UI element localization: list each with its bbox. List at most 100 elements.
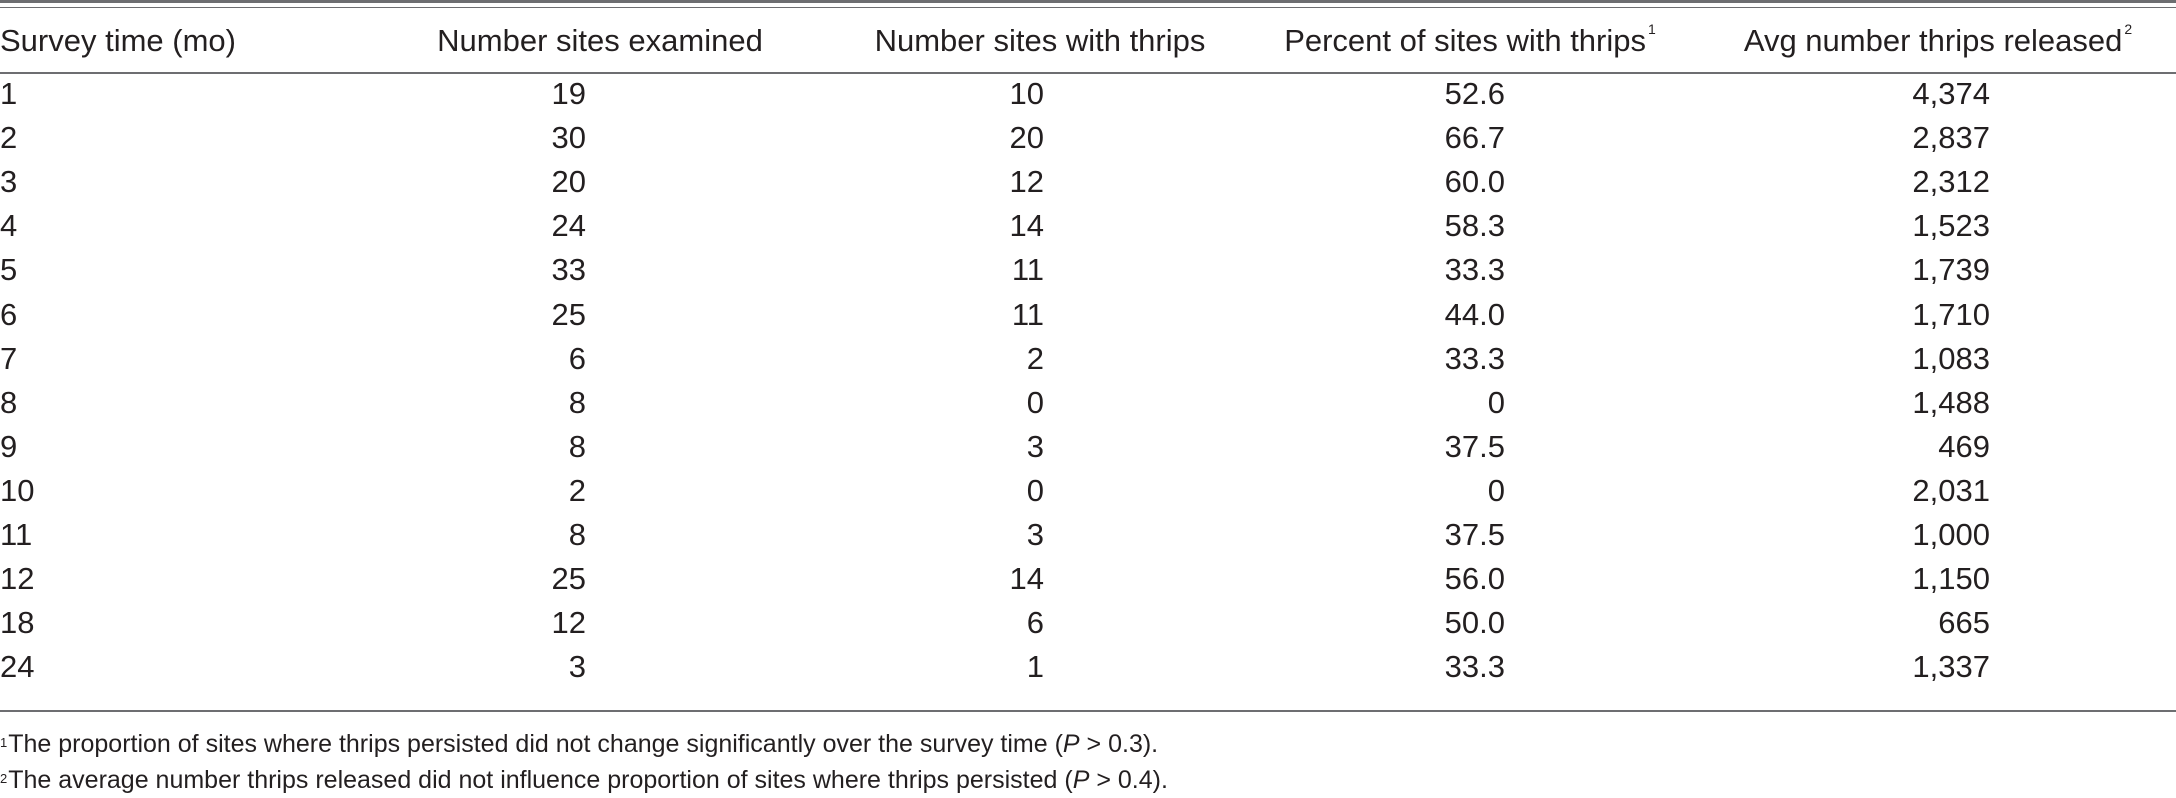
header-sites-examined: Number sites examined [437, 23, 763, 58]
cell-sites-examined: 3 [568, 649, 586, 685]
table-row: 24 3 1 33.3 1,337 [0, 645, 2176, 689]
table-row: 9 8 3 37.5 469 [0, 425, 2176, 469]
cell-survey-time: 8 [0, 384, 18, 420]
cell-percent-sites: 52.6 [1444, 76, 1505, 112]
cell-percent-sites: 58.3 [1444, 208, 1505, 244]
cell-avg-thrips-released: 2,837 [1912, 120, 1990, 156]
cell-avg-thrips-released: 1,523 [1912, 208, 1990, 244]
cell-sites-examined: 24 [551, 208, 586, 244]
cell-avg-thrips-released: 1,710 [1912, 296, 1990, 332]
cell-sites-with-thrips: 3 [1026, 428, 1044, 464]
cell-survey-time: 12 [0, 561, 35, 597]
table-row: 3 20 12 60.0 2,312 [0, 160, 2176, 204]
cell-survey-time: 24 [0, 649, 35, 685]
cell-percent-sites: 0 [1487, 472, 1505, 508]
header-sites-with-thrips: Number sites with thrips [874, 23, 1206, 58]
cell-sites-examined: 25 [551, 296, 586, 332]
cell-sites-with-thrips: 14 [1009, 561, 1044, 597]
cell-survey-time: 7 [0, 340, 18, 376]
cell-percent-sites: 66.7 [1444, 120, 1505, 156]
cell-sites-with-thrips: 11 [1011, 252, 1044, 288]
cell-avg-thrips-released: 2,031 [1912, 472, 1990, 508]
table-body: 1 19 10 52.6 4,374 2 30 20 66.7 2,837 3 20 12 60.0 2,3… [0, 72, 2176, 689]
footnote-marker: 2 [0, 771, 8, 786]
top-rule-thin [0, 7, 2176, 8]
top-rule-thick [0, 0, 2176, 3]
table-row: 1 19 10 52.6 4,374 [0, 72, 2176, 116]
footnote-1: 1The proportion of sites where thrips pe… [0, 730, 1159, 758]
cell-avg-thrips-released: 1,488 [1912, 384, 1990, 420]
cell-sites-examined: 20 [551, 164, 586, 200]
table-footnotes: 1The proportion of sites where thrips pe… [0, 726, 1168, 798]
header-survey-time: Survey time (mo) [0, 23, 236, 58]
cell-sites-examined: 8 [568, 384, 586, 420]
cell-survey-time: 9 [0, 428, 18, 464]
cell-percent-sites: 60.0 [1444, 164, 1505, 200]
cell-survey-time: 5 [0, 252, 18, 288]
cell-survey-time: 10 [0, 472, 35, 508]
cell-sites-examined: 8 [568, 516, 586, 552]
cell-percent-sites: 50.0 [1444, 605, 1505, 641]
cell-survey-time: 6 [0, 296, 18, 332]
table-row: 11 8 3 37.5 1,000 [0, 513, 2176, 557]
header-avg-thrips-released: Avg number thrips released 2 [1743, 21, 2133, 58]
bottom-rule [0, 710, 2176, 712]
cell-avg-thrips-released: 2,312 [1912, 164, 1990, 200]
cell-survey-time: 3 [0, 164, 18, 200]
cell-sites-with-thrips: 6 [1026, 605, 1044, 641]
survey-table: Survey time (mo) Number sites examined N… [0, 10, 2176, 689]
table-row: 6 25 11 44.0 1,710 [0, 292, 2176, 336]
header-rule [0, 72, 2176, 74]
table-row: 4 24 14 58.3 1,523 [0, 204, 2176, 248]
cell-sites-with-thrips: 1 [1026, 649, 1044, 685]
table-row: 10 2 0 0 2,031 [0, 469, 2176, 513]
cell-sites-with-thrips: 0 [1026, 472, 1044, 508]
table-header: Survey time (mo) Number sites examined N… [0, 10, 2176, 72]
cell-survey-time: 18 [0, 605, 35, 641]
cell-survey-time: 1 [0, 76, 18, 112]
cell-sites-with-thrips: 0 [1026, 384, 1044, 420]
cell-sites-with-thrips: 10 [1009, 76, 1044, 112]
cell-sites-examined: 25 [551, 561, 586, 597]
cell-avg-thrips-released: 4,374 [1912, 76, 1990, 112]
footnote-marker: 1 [1648, 21, 1656, 37]
cell-avg-thrips-released: 1,337 [1912, 649, 1990, 685]
cell-avg-thrips-released: 1,150 [1912, 561, 1990, 597]
cell-percent-sites: 33.3 [1444, 649, 1505, 685]
cell-percent-sites: 37.5 [1444, 516, 1505, 552]
cell-sites-with-thrips: 3 [1026, 516, 1044, 552]
header-percent-sites: Percent of sites with thrips 1 [1284, 21, 1656, 58]
cell-sites-examined: 33 [551, 252, 586, 288]
table-row: 7 6 2 33.3 1,083 [0, 337, 2176, 381]
cell-avg-thrips-released: 1,739 [1912, 252, 1990, 288]
cell-sites-examined: 12 [551, 605, 586, 641]
cell-avg-thrips-released: 469 [1938, 428, 1990, 464]
table-row: 8 8 0 0 1,488 [0, 381, 2176, 425]
cell-sites-examined: 2 [568, 472, 586, 508]
table-row: 2 30 20 66.7 2,837 [0, 116, 2176, 160]
cell-sites-examined: 6 [568, 340, 586, 376]
cell-sites-with-thrips: 11 [1011, 296, 1044, 332]
footnote-marker: 2 [2124, 21, 2133, 37]
cell-percent-sites: 33.3 [1444, 252, 1505, 288]
cell-avg-thrips-released: 665 [1938, 605, 1990, 641]
cell-percent-sites: 56.0 [1444, 561, 1505, 597]
cell-survey-time: 11 [0, 516, 33, 552]
footnote-marker: 1 [0, 735, 8, 750]
cell-percent-sites: 44.0 [1444, 296, 1505, 332]
table-row: 5 33 11 33.3 1,739 [0, 248, 2176, 292]
cell-avg-thrips-released: 1,000 [1912, 516, 1990, 552]
cell-sites-with-thrips: 12 [1009, 164, 1044, 200]
table-row: 12 25 14 56.0 1,150 [0, 557, 2176, 601]
cell-avg-thrips-released: 1,083 [1912, 340, 1990, 376]
cell-sites-with-thrips: 2 [1026, 340, 1044, 376]
cell-survey-time: 4 [0, 208, 18, 244]
cell-survey-time: 2 [0, 120, 18, 156]
table-row: 18 12 6 50.0 665 [0, 601, 2176, 645]
cell-sites-examined: 8 [568, 428, 586, 464]
cell-sites-examined: 30 [551, 120, 586, 156]
cell-sites-examined: 19 [551, 76, 586, 112]
cell-percent-sites: 37.5 [1444, 428, 1505, 464]
footnote-2: 2The average number thrips released did … [0, 766, 1168, 794]
cell-sites-with-thrips: 20 [1009, 120, 1044, 156]
